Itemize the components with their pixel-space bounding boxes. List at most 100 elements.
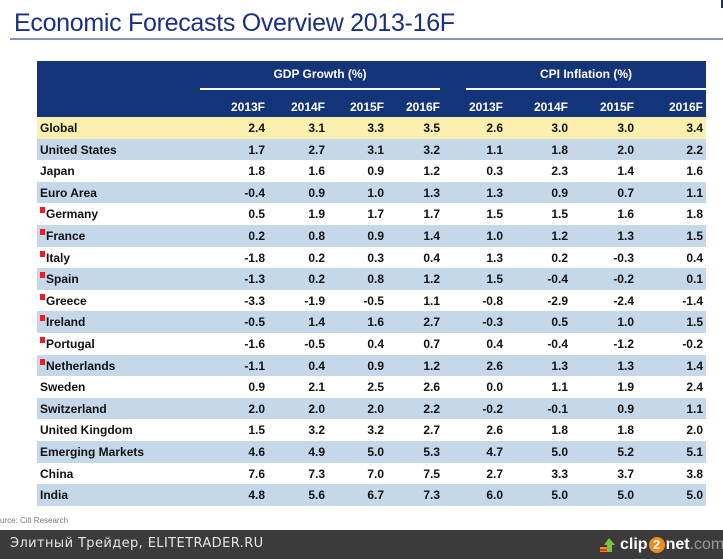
- gdp-cell: -0.4: [244, 185, 265, 200]
- gdp-cell: 1.6: [308, 164, 325, 179]
- cpi-cell: 1.5: [486, 207, 503, 222]
- cpi-cell: -2.9: [547, 293, 568, 308]
- gdp-cell: 1.8: [248, 164, 265, 179]
- gdp-cell: -0.5: [304, 336, 325, 351]
- source-note: urce: Citi Research: [0, 516, 69, 525]
- watermark-text: Элитный Трейдер, ELITETRADER.RU: [10, 536, 264, 551]
- cpi-cell: 1.3: [486, 185, 503, 200]
- gdp-cell: 0.4: [367, 336, 384, 351]
- gdp-cell: 1.7: [367, 207, 384, 222]
- row-label: India: [40, 488, 68, 502]
- cpi-cell: -0.2: [682, 336, 703, 351]
- row-label-text: Switzerland: [40, 401, 107, 416]
- red-square-bullet-icon: [40, 250, 45, 257]
- gdp-cell: 1.9: [308, 207, 325, 222]
- cpi-cell: 1.0: [617, 315, 634, 330]
- row-label-text: India: [40, 488, 69, 503]
- gdp-cell: 1.7: [248, 142, 265, 157]
- cpi-cell: -0.4: [547, 336, 568, 351]
- gdp-cell: 1.1: [423, 293, 440, 308]
- gdp-cell: 5.6: [308, 488, 325, 503]
- gdp-cell: 2.4: [248, 121, 265, 135]
- group-underline-gdp: [200, 88, 440, 90]
- cpi-cell: 2.6: [486, 121, 503, 135]
- row-label-text: Euro Area: [40, 185, 97, 200]
- table-row: Spain -1.3 0.2 0.8 1.2 1.5 -0.4 -0.2 0.1: [37, 268, 706, 290]
- gdp-cell: 5.3: [423, 444, 440, 459]
- cpi-cell: -0.1: [547, 401, 568, 416]
- cpi-cell: 1.1: [551, 380, 568, 395]
- title-divider: [10, 38, 723, 40]
- gdp-cell: 1.2: [423, 272, 440, 287]
- column-header: 2015F: [599, 100, 634, 114]
- row-label-text: Italy: [46, 250, 71, 265]
- row-label-text: Portugal: [46, 336, 95, 351]
- table-row: Portugal -1.6 -0.5 0.4 0.7 0.4 -0.4 -1.2 -0.2: [37, 332, 706, 355]
- cpi-cell: 2.3: [551, 164, 568, 179]
- table-row: India 4.8 5.6 6.7 7.3 6.0 5.0 5.0 5.0: [37, 484, 706, 506]
- cpi-cell: 1.8: [686, 207, 703, 222]
- cpi-cell: -0.2: [613, 272, 634, 287]
- row-label: France: [40, 228, 85, 243]
- column-header: 2016F: [405, 100, 440, 114]
- cpi-cell: 0.0: [486, 380, 503, 395]
- logo-text-clip: clip: [620, 536, 648, 553]
- row-label: Portugal: [40, 336, 95, 351]
- table-row: China 7.6 7.3 7.0 7.5 2.7 3.3 3.7 3.8: [37, 462, 706, 485]
- gdp-cell: 1.4: [423, 228, 440, 243]
- gdp-cell: 2.2: [423, 401, 440, 416]
- row-label-text: United States: [40, 142, 117, 157]
- gdp-cell: 7.0: [367, 466, 384, 481]
- cpi-cell: 0.9: [617, 401, 634, 416]
- row-label-text: Germany: [46, 207, 99, 222]
- cpi-cell: 1.3: [617, 228, 634, 243]
- gdp-cell: 0.8: [308, 228, 325, 243]
- cpi-cell: 6.0: [486, 488, 503, 503]
- column-header: 2014F: [290, 100, 325, 114]
- cpi-cell: 0.2: [551, 250, 568, 265]
- group-underline-cpi: [466, 88, 706, 90]
- column-header: 2013F: [468, 100, 503, 114]
- cpi-cell: -0.4: [547, 272, 568, 287]
- gdp-cell: -0.5: [363, 293, 384, 308]
- cpi-cell: 1.1: [686, 185, 703, 200]
- table-row: Italy -1.8 0.2 0.3 0.4 1.3 0.2 -0.3 0.4: [37, 246, 706, 269]
- cpi-cell: 1.8: [617, 423, 634, 438]
- cpi-cell: 2.7: [486, 466, 503, 481]
- corner-mark: [721, 0, 723, 8]
- row-label: Switzerland: [40, 402, 107, 416]
- gdp-cell: 1.4: [308, 315, 325, 330]
- gdp-cell: 3.2: [367, 423, 384, 438]
- gdp-cell: 0.2: [308, 250, 325, 265]
- row-label-text: Global: [40, 121, 78, 135]
- row-label: Netherlands: [40, 358, 115, 373]
- row-label-text: China: [40, 466, 74, 481]
- cpi-cell: 1.4: [617, 164, 634, 179]
- gdp-cell: 1.7: [423, 207, 440, 222]
- row-label: Emerging Markets: [40, 445, 144, 459]
- cpi-cell: 1.2: [551, 228, 568, 243]
- cpi-cell: 0.4: [486, 336, 503, 351]
- cpi-cell: 0.1: [686, 272, 703, 287]
- gdp-cell: 0.4: [423, 250, 440, 265]
- row-label: Germany: [40, 207, 98, 221]
- row-label: United Kingdom: [40, 423, 133, 437]
- red-square-bullet-icon: [40, 272, 45, 279]
- footer-bar: Элитный Трейдер, ELITETRADER.RU clip 2 n…: [0, 530, 723, 559]
- table-row: Emerging Markets 4.6 4.9 5.0 5.3 4.7 5.0 5.2 5.1: [37, 440, 706, 463]
- gdp-cell: 3.2: [423, 142, 440, 157]
- cpi-cell: 1.1: [686, 401, 703, 416]
- cpi-cell: -0.8: [482, 293, 503, 308]
- cpi-cell: 2.6: [486, 423, 503, 438]
- cpi-cell: 3.0: [617, 121, 634, 135]
- group-header-gdp: GDP Growth (%): [273, 67, 367, 81]
- cpi-cell: 4.7: [486, 444, 503, 459]
- row-label: Japan: [40, 164, 75, 178]
- cpi-cell: -0.2: [482, 401, 503, 416]
- cpi-cell: -1.2: [613, 336, 634, 351]
- logo-text-tld: .com: [689, 536, 723, 553]
- clip2net-logo[interactable]: clip 2 net .com: [600, 535, 723, 555]
- gdp-cell: 2.7: [308, 142, 325, 157]
- table-row: Ireland -0.5 1.4 1.6 2.7 -0.3 0.5 1.0 1.5: [37, 311, 706, 333]
- gdp-cell: 7.3: [423, 488, 440, 503]
